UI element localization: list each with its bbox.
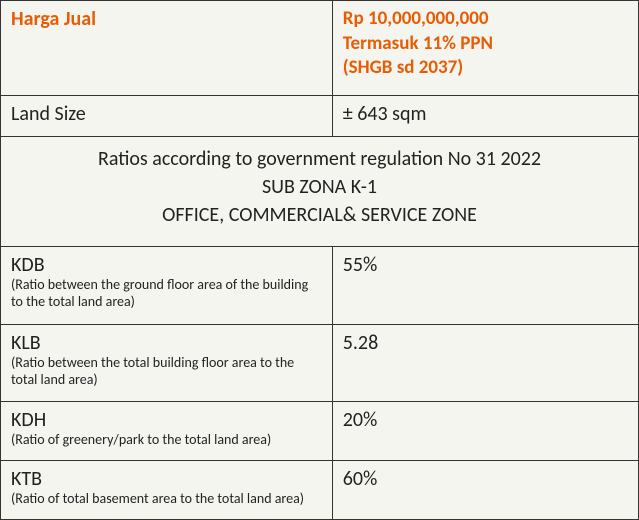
kdh-row: KDH (Ratio of greenery/park to the total… [1, 402, 639, 461]
land-size-value-cell: ± 643 sqm [332, 96, 638, 137]
land-size-value: ± 643 sqm [343, 102, 427, 126]
ktb-row: KTB (Ratio of total basement area to the… [1, 461, 639, 520]
section-header-row: Ratios according to government regulatio… [1, 136, 639, 247]
klb-desc: (Ratio between the total building floor … [11, 355, 322, 389]
price-label-cell: Harga Jual [1, 1, 333, 96]
kdh-value-cell: 20% [332, 402, 638, 461]
ktb-label-cell: KTB (Ratio of total basement area to the… [1, 461, 333, 520]
price-line1: Rp 10,000,000,000 [343, 7, 489, 30]
kdb-row: KDB (Ratio between the ground floor area… [1, 247, 639, 324]
section-line2: SUB ZONA K-1 [262, 175, 377, 199]
klb-label-cell: KLB (Ratio between the total building fl… [1, 324, 333, 401]
section-line1: Ratios according to government regulatio… [98, 147, 541, 171]
price-line2: Termasuk 11% PPN [343, 32, 493, 55]
section-header-cell: Ratios according to government regulatio… [1, 136, 639, 247]
kdb-desc: (Ratio between the ground floor area of … [11, 277, 322, 311]
header-row: Harga Jual Rp 10,000,000,000 Termasuk 11… [1, 1, 639, 96]
price-value-cell: Rp 10,000,000,000 Termasuk 11% PPN (SHGB… [332, 1, 638, 96]
land-size-label: Land Size [11, 102, 86, 126]
land-size-label-cell: Land Size [1, 96, 333, 137]
price-line3: (SHGB sd 2037) [343, 56, 463, 79]
klb-label: KLB [11, 331, 41, 355]
ktb-label: KTB [11, 467, 42, 491]
klb-row: KLB (Ratio between the total building fl… [1, 324, 639, 401]
kdh-label-cell: KDH (Ratio of greenery/park to the total… [1, 402, 333, 461]
ktb-value-cell: 60% [332, 461, 638, 520]
kdh-label: KDH [11, 408, 46, 432]
price-label: Harga Jual [11, 7, 96, 31]
kdb-label-cell: KDB (Ratio between the ground floor area… [1, 247, 333, 324]
ktb-value: 60% [343, 467, 378, 491]
kdh-value: 20% [343, 408, 378, 432]
klb-value-cell: 5.28 [332, 324, 638, 401]
land-size-row: Land Size ± 643 sqm [1, 96, 639, 137]
kdb-label: KDB [11, 253, 45, 277]
klb-value: 5.28 [343, 331, 378, 355]
kdb-value: 55% [343, 253, 378, 277]
ktb-desc: (Ratio of total basement area to the tot… [11, 491, 322, 508]
kdb-value-cell: 55% [332, 247, 638, 324]
section-line3: OFFICE, COMMERCIAL& SERVICE ZONE [162, 203, 477, 227]
kdh-desc: (Ratio of greenery/park to the total lan… [11, 432, 322, 449]
property-info-table: Harga Jual Rp 10,000,000,000 Termasuk 11… [0, 0, 639, 520]
